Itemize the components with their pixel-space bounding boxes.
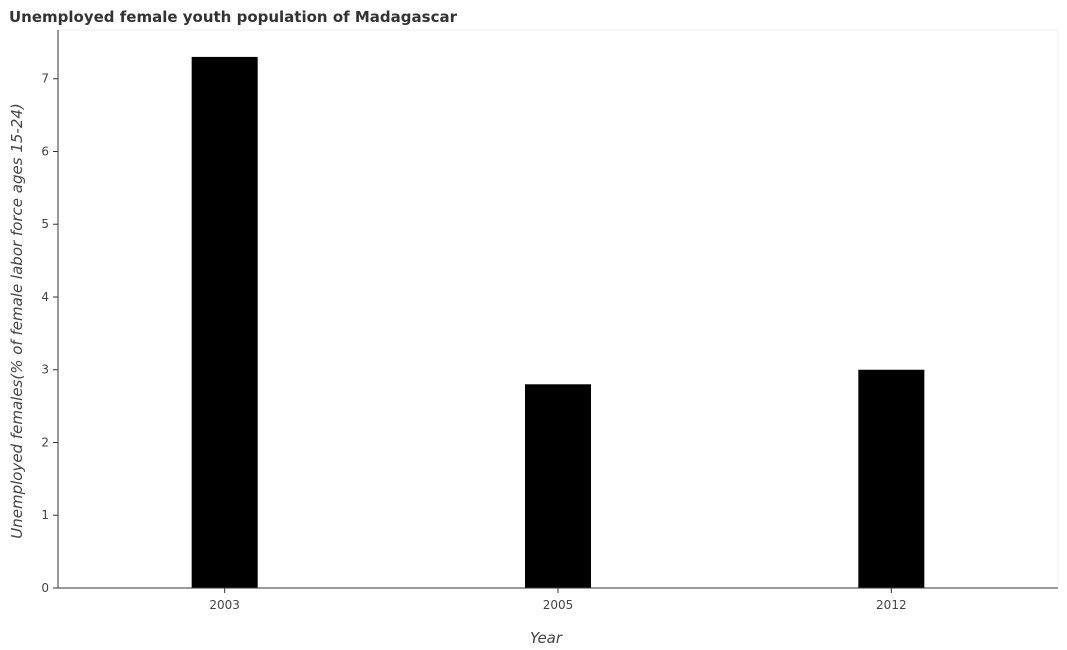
chart-title: Unemployed female youth population of Ma… [9, 8, 457, 26]
y-tick-label: 0 [41, 581, 49, 595]
y-tick-label: 2 [41, 435, 49, 449]
x-axis: 2003 2005 2012 [58, 587, 1058, 612]
bar-2003 [191, 56, 258, 589]
bars-group [191, 56, 925, 589]
y-tick-label: 3 [41, 363, 49, 377]
y-tick-label: 1 [41, 508, 49, 522]
bar-2012 [858, 369, 925, 588]
bar-2005 [525, 384, 591, 588]
y-tick-label: 4 [41, 290, 49, 304]
y-axis: 0 1 2 3 4 5 6 7 [41, 30, 59, 595]
x-tick-label: 2012 [876, 598, 907, 612]
x-axis-label: Year [530, 629, 563, 647]
y-axis-label: Unemployed females(% of female labor for… [8, 103, 26, 539]
x-tick-label: 2005 [543, 598, 574, 612]
y-tick-label: 6 [41, 144, 49, 158]
y-tick-label: 5 [41, 217, 49, 231]
x-tick-label: 2003 [209, 598, 240, 612]
y-tick-label: 7 [41, 72, 49, 86]
